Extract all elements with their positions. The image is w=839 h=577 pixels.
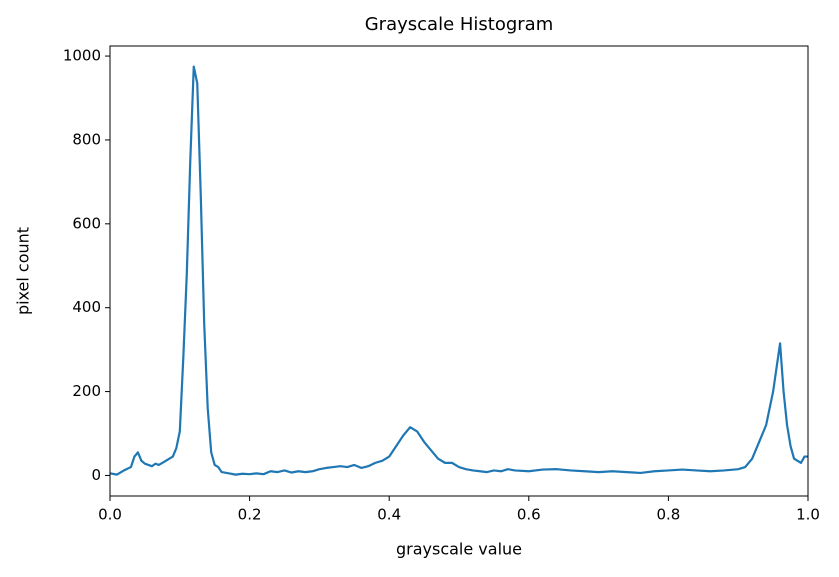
x-tick-label: 0.8 [656, 506, 680, 524]
x-tick-label: 0.6 [517, 506, 541, 524]
y-tick-label: 600 [72, 214, 101, 232]
x-tick-label: 0.0 [98, 506, 122, 524]
plot-frame [109, 45, 809, 497]
y-tick-label: 200 [72, 382, 101, 400]
y-tick-label: 1000 [63, 47, 101, 65]
y-tick-label: 800 [72, 130, 101, 148]
x-axis-label: grayscale value [396, 540, 522, 559]
chart-title: Grayscale Histogram [365, 14, 554, 35]
x-tick-label: 0.4 [377, 506, 401, 524]
y-tick-label: 400 [72, 298, 101, 316]
x-tick-label: 0.2 [238, 506, 262, 524]
data-line [109, 65, 808, 476]
y-tick-label: 0 [91, 466, 101, 484]
y-axis-label: pixel count [14, 227, 33, 315]
x-tick-label: 1.0 [796, 506, 820, 524]
